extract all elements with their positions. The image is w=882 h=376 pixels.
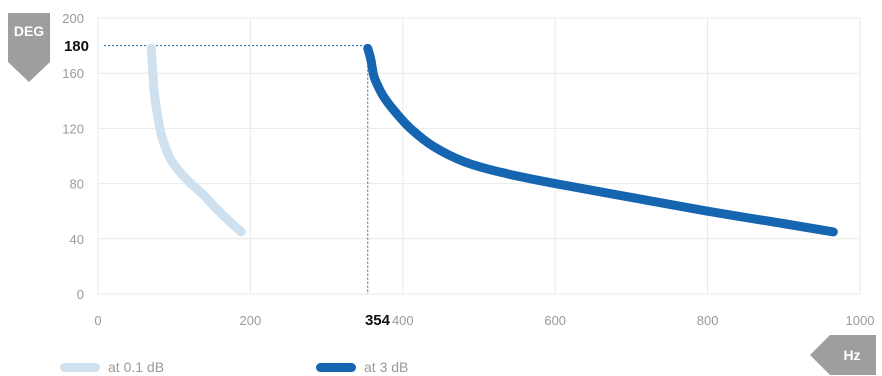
series-group (146, 43, 838, 237)
highlight-y-label: 180 (64, 38, 89, 55)
x-tick-label: 1000 (846, 313, 875, 328)
series-line-1 (363, 43, 838, 237)
x-tick-label: 400 (392, 313, 414, 328)
legend-item-0: at 0.1 dB (60, 358, 164, 376)
legend-swatch (60, 362, 100, 372)
legend-label: at 0.1 dB (108, 359, 165, 375)
tick-labels: 0 40 80 120 160 200 0 200 400 600 800 1000 (62, 11, 874, 328)
y-tick-label: 160 (62, 66, 84, 81)
x-tick-label: 200 (240, 313, 262, 328)
y-tick-label: 200 (62, 11, 84, 26)
highlight-x-label: 354 (365, 312, 391, 329)
series-line-0 (146, 43, 246, 237)
highlight-guides (104, 45, 369, 294)
x-tick-label: 800 (697, 313, 719, 328)
y-tick-label: 40 (70, 232, 84, 247)
grid-lines (97, 17, 861, 295)
y-unit-badge: DEG (8, 13, 50, 82)
x-tick-label: 600 (544, 313, 566, 328)
legend-label: at 3 dB (364, 359, 409, 375)
x-unit-label: Hz (843, 347, 860, 363)
y-unit-label: DEG (14, 23, 44, 39)
y-tick-label: 0 (77, 287, 84, 302)
x-unit-badge: Hz (810, 335, 876, 375)
y-tick-label: 120 (62, 121, 84, 136)
y-tick-label: 80 (70, 177, 84, 192)
legend-item-1: at 3 dB (316, 358, 408, 376)
legend-swatch (316, 362, 356, 372)
x-tick-label: 0 (94, 313, 101, 328)
